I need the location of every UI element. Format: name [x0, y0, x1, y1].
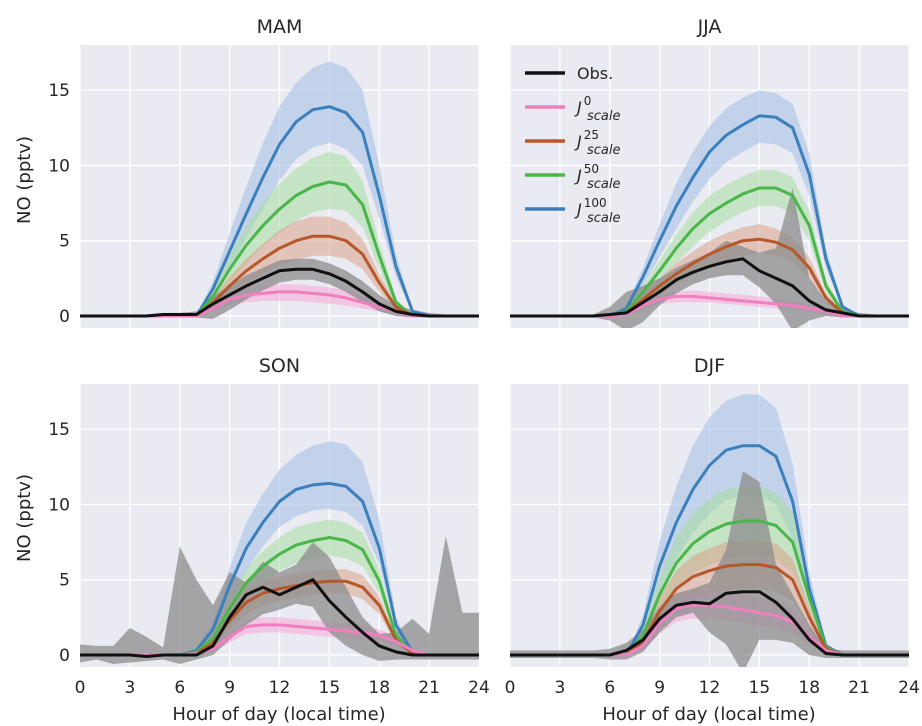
x-tick-label: 15: [749, 678, 771, 698]
line-obs: [510, 257, 909, 318]
legend-label: J 100 scale: [574, 196, 621, 226]
x-tick-label: 12: [269, 678, 291, 698]
y-tick-label: 10: [48, 156, 70, 176]
x-tick-label: 0: [505, 678, 516, 698]
legend-item-j0: J 0 scale: [525, 94, 621, 124]
line-obs: [80, 578, 479, 658]
band-j100: [80, 61, 479, 316]
legend-item-j100: J 100 scale: [525, 196, 621, 226]
legend-label: J 0 scale: [574, 94, 621, 124]
series-group: [510, 90, 909, 328]
legend: Obs. J 0 scale J 25 scale J 50 scale J 100 scale: [525, 64, 621, 226]
band-obs: [80, 536, 479, 664]
x-tick-label: 6: [174, 678, 185, 698]
series-group: [80, 441, 479, 664]
y-tick-label: 0: [59, 307, 70, 327]
y-tick-label: 15: [48, 81, 70, 101]
band-j50: [80, 519, 479, 655]
band-j50: [510, 486, 909, 655]
line-obs: [80, 267, 479, 318]
x-tick-label: 21: [848, 678, 870, 698]
x-axis-label-right: Hour of day (local time): [602, 704, 815, 725]
panel-title: DJF: [694, 355, 725, 377]
panel-title: SON: [259, 355, 300, 377]
band-j25: [510, 224, 909, 316]
y-tick-label: 0: [59, 646, 70, 666]
panels-group: MAM 0 5 10 15 JJA SON 0 5 10 15 0 3 6 9 12 15 18 21 24 DJF 0 3…: [48, 16, 919, 698]
panel-jja: JJA: [509, 16, 910, 328]
legend-label: J 50 scale: [574, 162, 621, 192]
x-axis-label-left: Hour of day (local time): [172, 704, 385, 725]
series-group: [80, 61, 479, 319]
band-obs: [510, 471, 909, 667]
x-tick-label: 12: [699, 678, 721, 698]
x-tick-label: 18: [368, 678, 390, 698]
series-group: [510, 394, 909, 667]
x-tick-label: 3: [124, 678, 135, 698]
panel-title: MAM: [257, 16, 303, 38]
panel-mam: MAM 0 5 10 15: [48, 16, 480, 328]
x-tick-label: 15: [319, 678, 341, 698]
x-tick-label: 18: [798, 678, 820, 698]
x-tick-label: 9: [654, 678, 665, 698]
y-tick-label: 5: [59, 232, 70, 252]
y-axis-label-top: NO (pptv): [14, 136, 35, 224]
panel-son: SON 0 5 10 15 0 3 6 9 12 15 18 21 24: [48, 355, 489, 698]
x-tick-label: 6: [604, 678, 615, 698]
band-obs: [510, 188, 909, 328]
legend-label: J 25 scale: [574, 128, 621, 158]
band-j100: [510, 90, 909, 316]
x-tick-label: 0: [75, 678, 86, 698]
x-tick-label: 24: [898, 678, 920, 698]
x-tick-label: 9: [224, 678, 235, 698]
y-tick-label: 5: [59, 571, 70, 591]
y-axis-label-bottom: NO (pptv): [14, 474, 35, 562]
panel-title: JJA: [697, 16, 722, 38]
band-j100: [80, 441, 479, 655]
x-tick-label: 21: [418, 678, 440, 698]
x-tick-label: 3: [554, 678, 565, 698]
panel-djf: DJF 0 3 6 9 12 15 18 21 24: [505, 355, 920, 698]
band-j50: [80, 151, 479, 316]
legend-item-obs: Obs.: [525, 64, 613, 83]
legend-label: Obs.: [577, 64, 613, 83]
band-j50: [510, 169, 909, 316]
y-tick-label: 10: [48, 495, 70, 515]
x-tick-label: 24: [468, 678, 490, 698]
legend-item-j25: J 25 scale: [525, 128, 621, 158]
legend-item-j50: J 50 scale: [525, 162, 621, 192]
line-obs: [510, 590, 909, 657]
y-tick-label: 15: [48, 420, 70, 440]
